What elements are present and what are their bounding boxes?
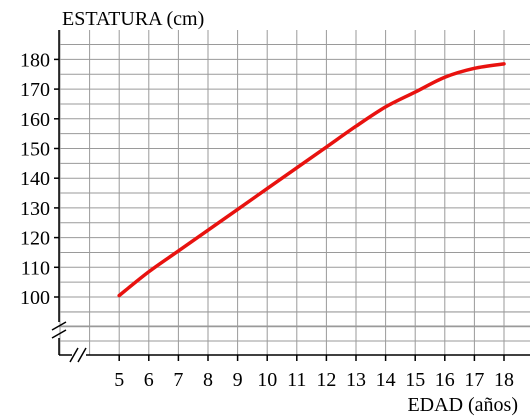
x-tick-label: 13 (346, 369, 366, 391)
y-axis-break-mark (51, 321, 67, 331)
y-tick-label: 150 (20, 139, 50, 161)
x-axis-title: EDAD (años) (407, 394, 518, 416)
y-tick-label: 100 (20, 287, 50, 309)
x-tick-label: 15 (405, 369, 425, 391)
x-tick-label: 11 (287, 369, 306, 391)
x-tick-label: 17 (464, 369, 484, 391)
height-curve-line (117, 62, 506, 298)
series (117, 62, 506, 298)
y-tick-label: 170 (20, 79, 50, 101)
x-tick-label: 12 (316, 369, 336, 391)
x-tick-label: 6 (144, 369, 154, 391)
x-tick-label: 14 (376, 369, 396, 391)
y-axis-title: ESTATURA (cm) (62, 8, 204, 30)
x-tick-label: 16 (435, 369, 455, 391)
y-tick-labels: 100 110 120 130 140 150 160 170 180 (20, 49, 50, 309)
x-tick-label: 18 (494, 369, 514, 391)
y-tick-label: 130 (20, 198, 50, 220)
x-tick-label: 7 (173, 369, 183, 391)
y-tick-label: 160 (20, 109, 50, 131)
y-tick-label: 140 (20, 168, 50, 190)
x-tick-label: 5 (114, 369, 124, 391)
axes (51, 30, 530, 363)
x-axis-break-mark (69, 347, 79, 363)
y-tick-label: 180 (20, 49, 50, 71)
x-tick-label: 10 (257, 369, 277, 391)
y-tick-label: 110 (21, 257, 50, 279)
x-tick-label: 9 (233, 369, 243, 391)
x-tick-label: 8 (203, 369, 213, 391)
y-tick-label: 120 (20, 228, 50, 250)
y-axis-break-mark (51, 329, 67, 339)
grid (59, 30, 530, 355)
x-tick-labels: 5 6 7 8 9 10 11 12 13 14 15 16 17 18 (114, 369, 514, 391)
x-axis-break-mark (77, 347, 87, 363)
